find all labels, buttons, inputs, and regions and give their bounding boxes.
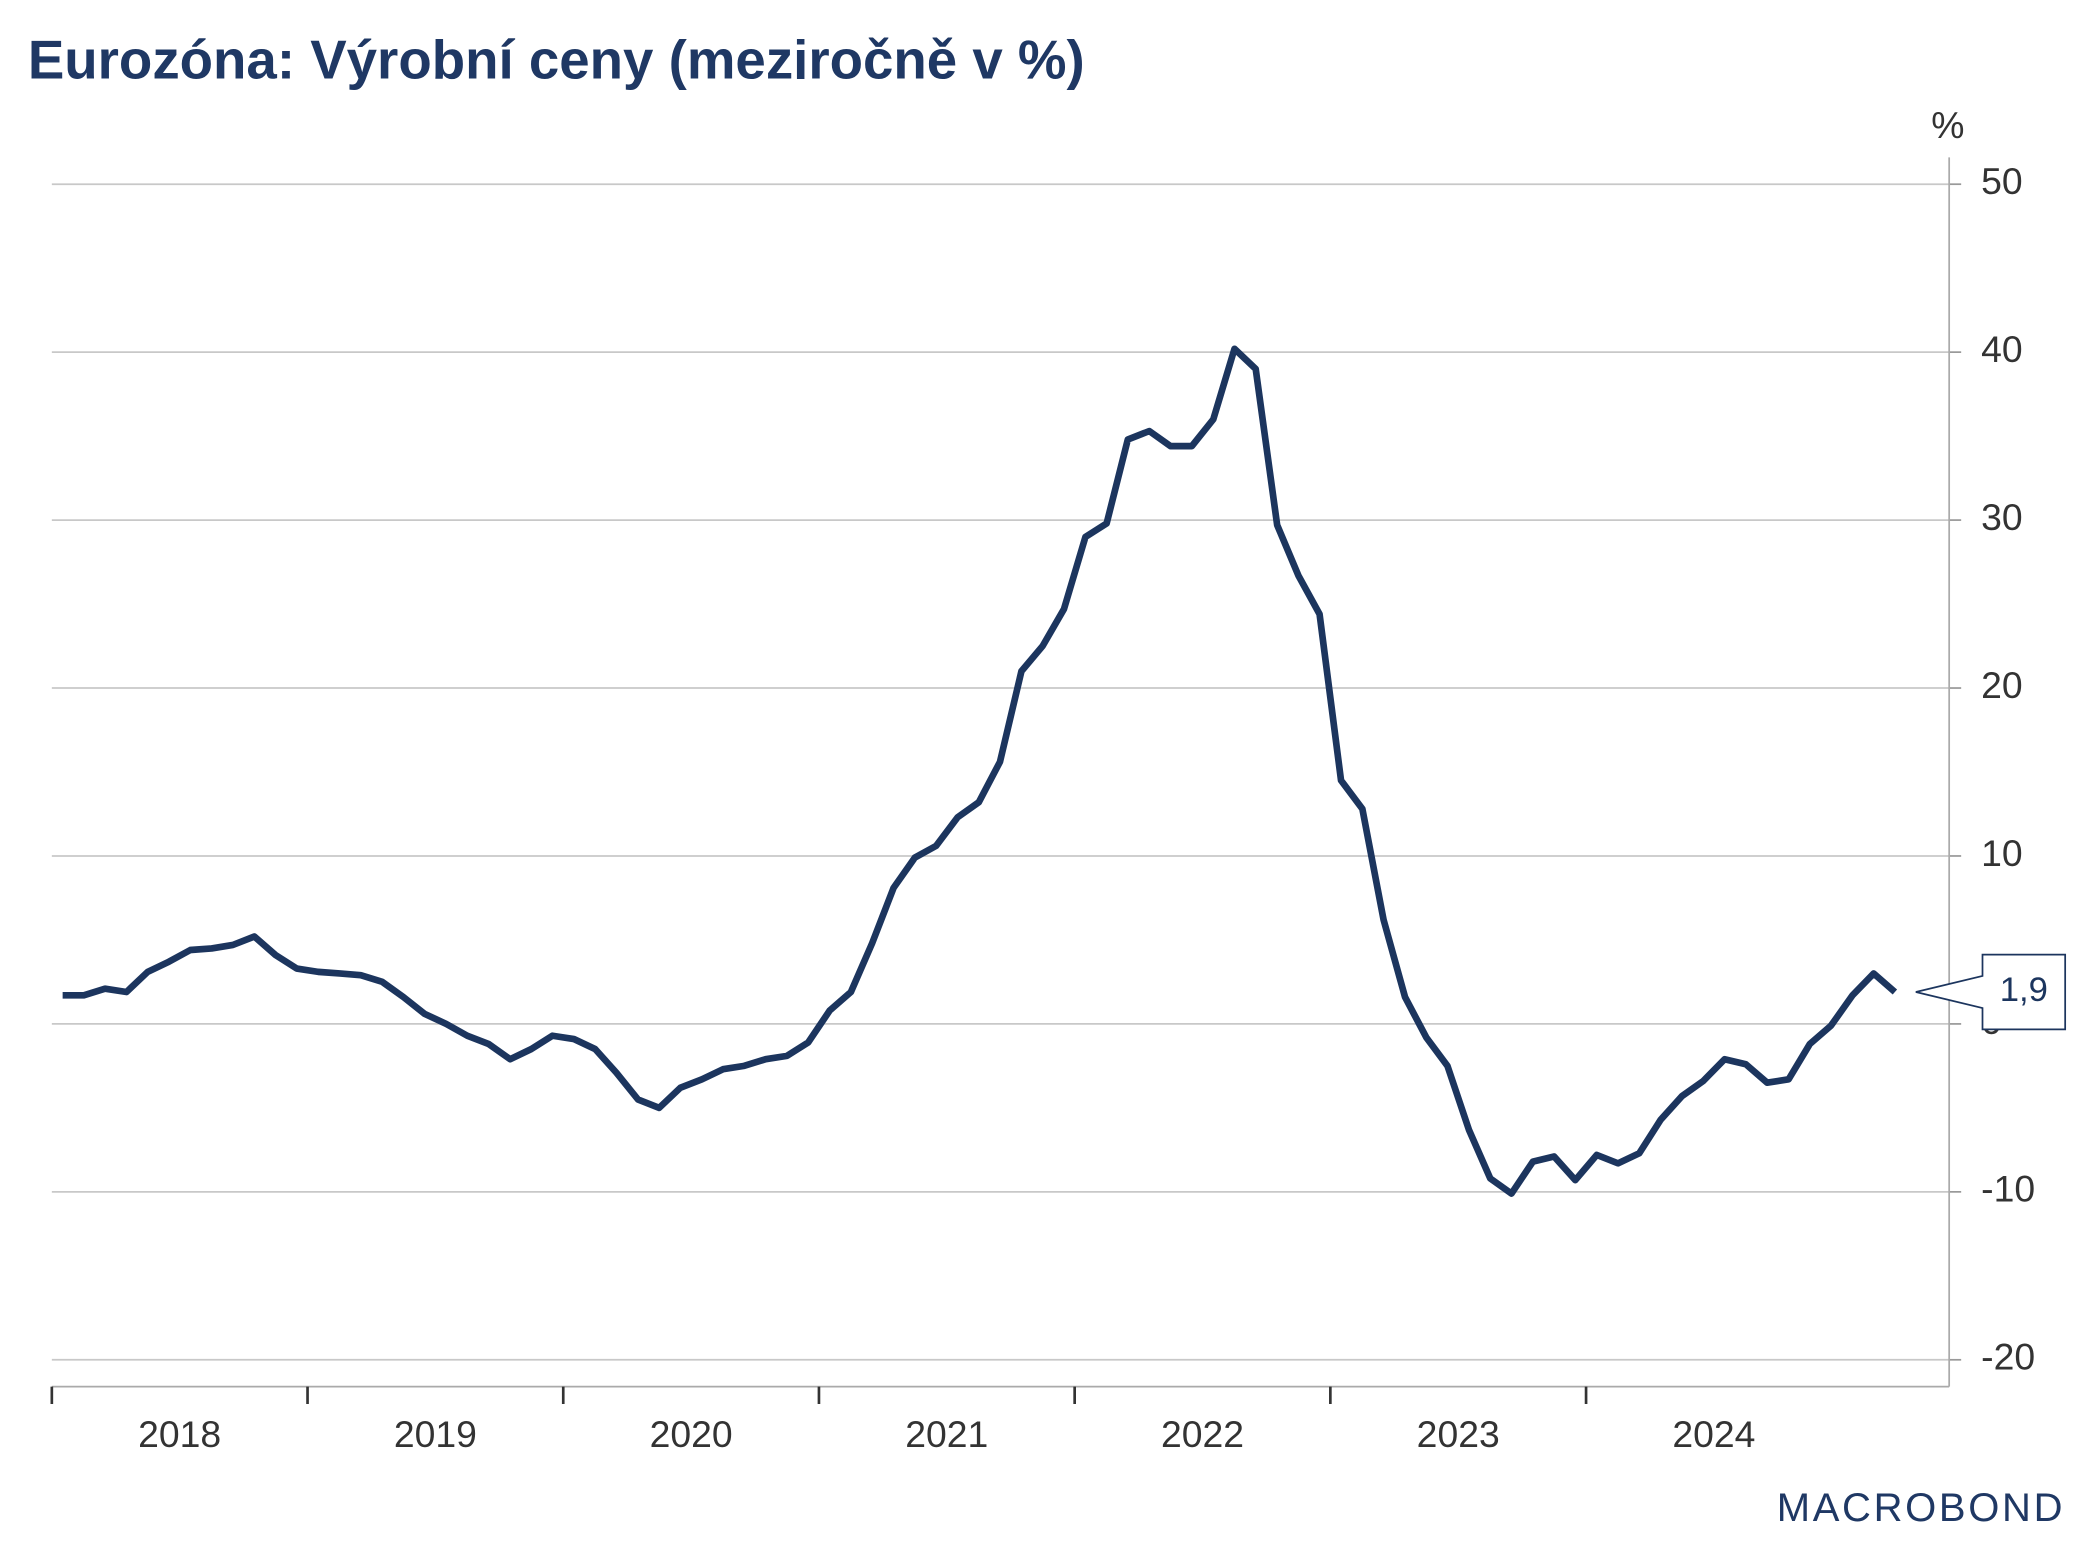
y-unit: %: [1931, 104, 1964, 146]
y-tick-label: 40: [1981, 328, 2023, 370]
x-tick-label: 2018: [138, 1413, 221, 1455]
y-tick-label: 30: [1981, 496, 2023, 538]
y-tick-label: 20: [1981, 664, 2023, 706]
y-tick-label: -10: [1981, 1168, 2035, 1210]
x-tick-label: 2023: [1417, 1413, 1500, 1455]
x-tick-label: 2020: [650, 1413, 733, 1455]
value-callout: 1,9: [1915, 953, 2067, 1031]
x-tick-label: 2019: [394, 1413, 477, 1455]
x-tick-label: 2021: [905, 1413, 988, 1455]
x-tick-label: 2022: [1161, 1413, 1244, 1455]
logo: MACROBOND: [1777, 1486, 2065, 1530]
x-tick-label: 2024: [1672, 1413, 1755, 1455]
chart-title: Eurozóna: Výrobní ceny (meziročně v %): [28, 29, 1085, 90]
callout-box: [1915, 953, 2067, 1031]
line: [62, 345, 1898, 1197]
y-tick-label: 10: [1981, 832, 2023, 874]
y-tick-label: 50: [1981, 160, 2023, 202]
y-tick-label: -20: [1981, 1336, 2035, 1378]
value-label: 1,9: [2000, 971, 2048, 1009]
